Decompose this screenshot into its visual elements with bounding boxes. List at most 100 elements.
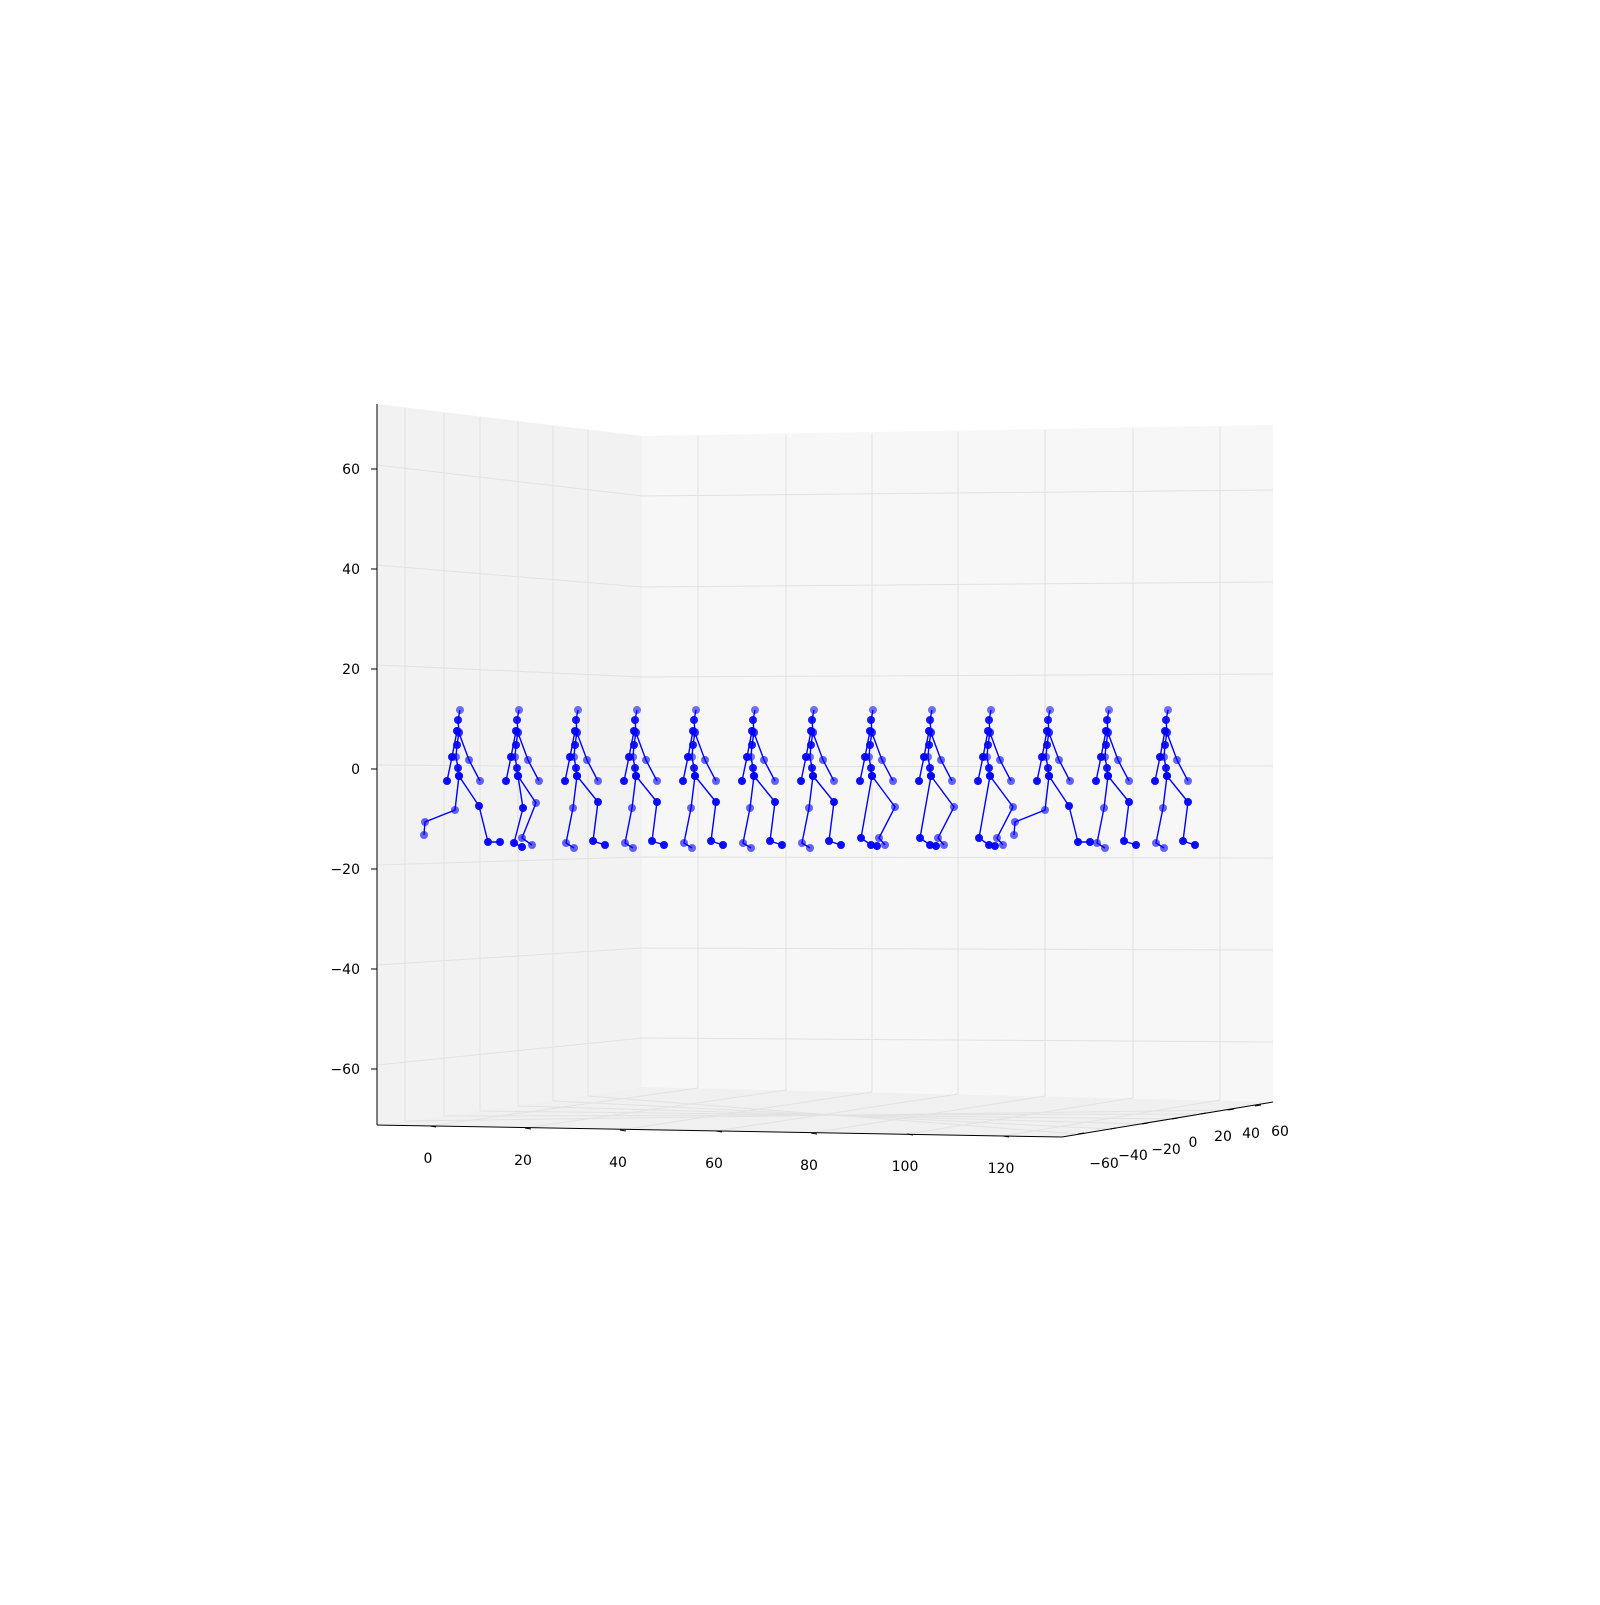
joint-point	[996, 756, 1004, 764]
y-floor-gridline	[404, 1109, 1229, 1122]
joint-point	[1159, 804, 1167, 812]
skeleton	[738, 706, 786, 852]
joint-point	[778, 841, 786, 849]
joint-point	[985, 764, 993, 772]
joint-point	[420, 831, 428, 839]
joint-point	[566, 753, 574, 761]
joint-point	[514, 772, 522, 780]
bone-line	[1166, 775, 1196, 846]
joint-point	[573, 772, 581, 780]
joint-point	[443, 777, 451, 785]
joint-point	[771, 798, 779, 806]
joint-point	[572, 716, 580, 724]
joint-point	[985, 716, 993, 724]
z-tick-label: −20	[330, 862, 360, 878]
joint-point	[766, 837, 774, 845]
joint-point	[1033, 777, 1041, 785]
joint-point	[934, 834, 942, 842]
joint-point	[1066, 777, 1074, 785]
joint-point	[690, 764, 698, 772]
joint-point	[421, 818, 429, 826]
x-tick	[619, 1129, 627, 1132]
bone-line	[694, 775, 724, 846]
joint-point	[1164, 706, 1172, 714]
joint-point	[688, 844, 696, 852]
skeleton	[856, 706, 899, 850]
joint-point	[524, 756, 532, 764]
joint-point	[1184, 777, 1192, 785]
joint-point	[1011, 818, 1019, 826]
joint-point	[1163, 772, 1171, 780]
joint-point	[1120, 837, 1128, 845]
joint-point	[455, 729, 463, 737]
joint-point	[570, 844, 578, 852]
z-gridline	[376, 464, 1274, 497]
skeleton	[1151, 706, 1199, 852]
z-gridline	[376, 664, 1274, 678]
joint-point	[881, 841, 889, 849]
joint-point	[867, 716, 875, 724]
joint-point	[806, 844, 814, 852]
z-tick-label: 60	[342, 462, 360, 478]
joint-point	[771, 777, 779, 785]
skeleton	[561, 706, 609, 852]
skeleton	[679, 706, 727, 852]
y-tick	[1109, 1127, 1117, 1130]
joint-point	[1074, 838, 1082, 846]
joint-point	[454, 716, 462, 724]
joint-point	[749, 716, 757, 724]
y-tick-label: −20	[1151, 1142, 1181, 1158]
joint-point	[810, 706, 818, 714]
joint-point	[687, 804, 695, 812]
bone-line	[989, 775, 1014, 846]
bone-line	[871, 775, 896, 846]
joint-point	[738, 777, 746, 785]
joint-point	[808, 716, 816, 724]
joint-point	[653, 777, 661, 785]
joint-point	[518, 843, 526, 851]
z-tick-label: −40	[330, 962, 360, 978]
joint-point	[940, 841, 948, 849]
joint-point	[712, 798, 720, 806]
joint-point	[986, 772, 994, 780]
joint-point	[927, 729, 935, 737]
bone-line	[576, 775, 606, 846]
joint-point	[1044, 716, 1052, 724]
joint-point	[648, 837, 656, 845]
x-tick-label: 20	[514, 1153, 532, 1169]
joint-point	[891, 803, 899, 811]
z-tick-label: 40	[342, 562, 360, 578]
joint-point	[692, 706, 700, 714]
joint-point	[513, 716, 521, 724]
joint-point	[915, 777, 923, 785]
joint-point	[532, 799, 540, 807]
joint-point	[985, 841, 993, 849]
y-tick-label: 40	[1242, 1126, 1260, 1142]
joint-point	[583, 756, 591, 764]
joint-point	[1104, 729, 1112, 737]
joint-point	[633, 706, 641, 714]
joint-point	[507, 753, 515, 761]
joint-point	[1041, 806, 1049, 814]
z-gridline	[376, 564, 1274, 588]
z-gridline	[376, 947, 1274, 966]
y-tick	[1254, 1104, 1262, 1107]
joint-point	[1065, 802, 1073, 810]
pane-floor	[377, 1087, 1273, 1137]
joint-point	[751, 706, 759, 714]
bone-line	[565, 775, 578, 849]
joint-point	[701, 756, 709, 764]
joint-point	[878, 756, 886, 764]
bone-line	[683, 775, 696, 849]
joint-point	[993, 834, 1001, 842]
skeleton	[502, 706, 543, 851]
joint-point	[1163, 729, 1171, 737]
joint-point	[746, 804, 754, 812]
x-tick-label: 100	[892, 1159, 919, 1175]
z-gridline	[376, 1037, 1274, 1066]
joint-point	[861, 753, 869, 761]
joint-point	[707, 837, 715, 845]
joint-point	[475, 802, 483, 810]
bone-line	[1048, 775, 1090, 843]
skeleton	[974, 706, 1017, 850]
